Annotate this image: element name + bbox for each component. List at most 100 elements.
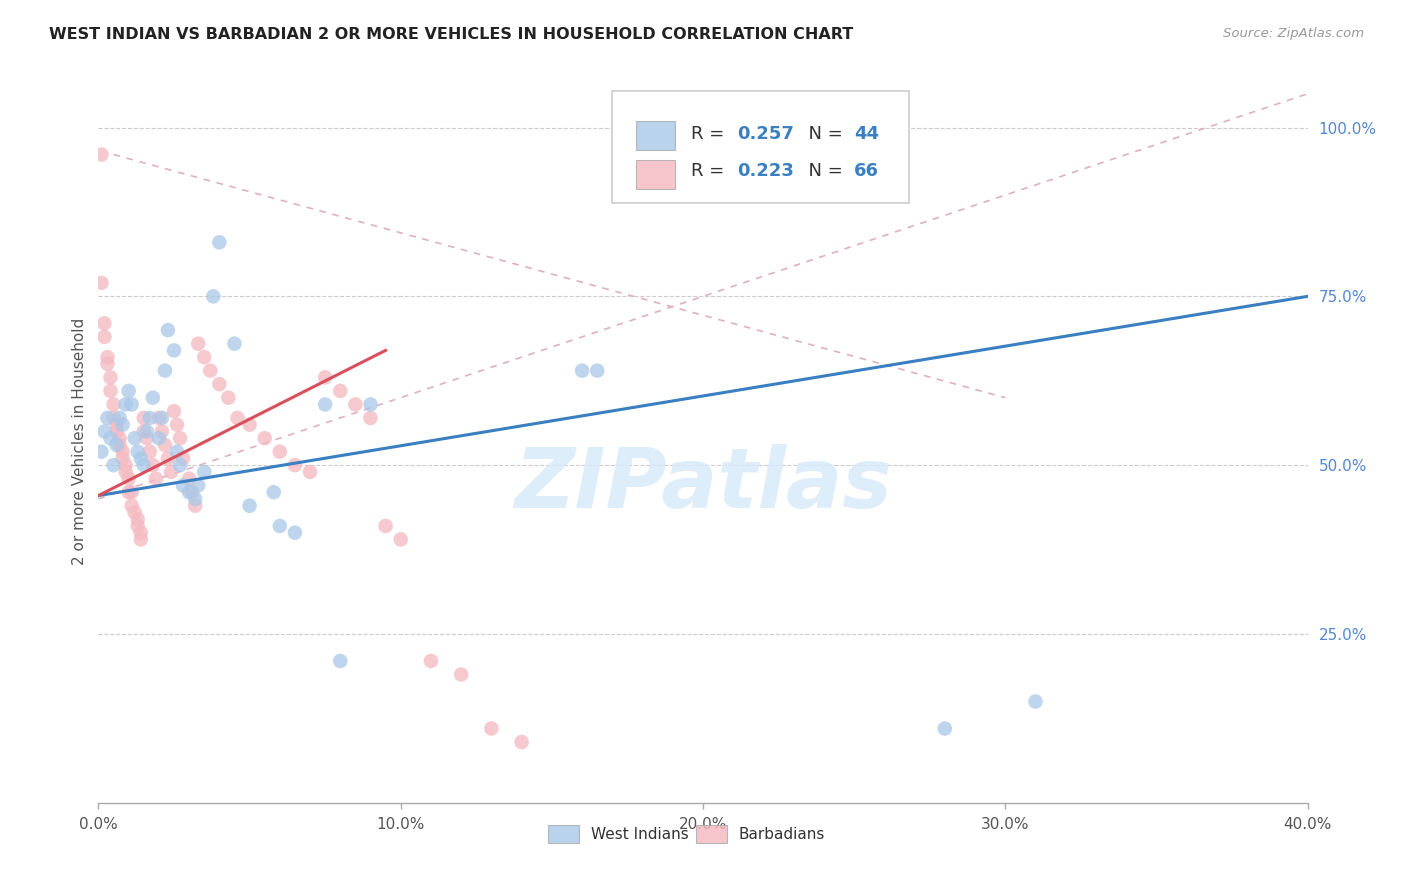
Bar [637, 121, 675, 151]
Text: 0.257: 0.257 [737, 126, 794, 144]
Point [239, 417, 262, 432]
Point [156, 451, 179, 466]
Point [100, 384, 122, 398]
Point [163, 343, 186, 358]
Point [571, 364, 593, 378]
Point [226, 411, 249, 425]
Point [163, 404, 186, 418]
Point [148, 411, 170, 425]
Point [127, 519, 149, 533]
Point [139, 411, 162, 425]
Text: R =: R = [690, 161, 730, 179]
Point [139, 444, 162, 458]
Point [148, 431, 170, 445]
Point [187, 336, 209, 351]
Point [90, 444, 112, 458]
Point [129, 525, 152, 540]
Point [284, 525, 307, 540]
Point [253, 431, 276, 445]
Point [96, 350, 118, 364]
Point [108, 438, 131, 452]
Text: N =: N = [797, 161, 849, 179]
Y-axis label: 2 or more Vehicles in Household: 2 or more Vehicles in Household [72, 318, 87, 566]
Point [132, 425, 155, 439]
Point [105, 425, 128, 439]
Point [179, 472, 201, 486]
Point [208, 377, 231, 392]
Point [374, 519, 396, 533]
Point [100, 431, 122, 445]
Point [200, 364, 222, 378]
Point [166, 417, 188, 432]
Point [114, 465, 136, 479]
Point [193, 465, 215, 479]
Point [103, 458, 125, 472]
Text: R =: R = [690, 126, 730, 144]
Point [129, 533, 152, 547]
Point [103, 397, 125, 411]
Point [314, 370, 336, 384]
Point [118, 485, 141, 500]
Point [389, 533, 412, 547]
Point [172, 451, 194, 466]
Text: ZIPatlas: ZIPatlas [515, 444, 891, 525]
Point [142, 458, 165, 472]
Point [132, 458, 155, 472]
Point [90, 276, 112, 290]
Point [135, 431, 157, 445]
Point [269, 444, 291, 458]
Point [156, 323, 179, 337]
Point [93, 330, 115, 344]
Point [934, 722, 956, 736]
Point [284, 458, 307, 472]
Point [105, 417, 128, 432]
Point [360, 411, 382, 425]
Point [153, 438, 176, 452]
Point [132, 411, 155, 425]
Point [105, 438, 128, 452]
Point [121, 485, 143, 500]
Text: 44: 44 [855, 126, 879, 144]
Point [1024, 694, 1046, 708]
Point [127, 512, 149, 526]
Point [160, 465, 183, 479]
Point [269, 519, 291, 533]
Point [184, 499, 207, 513]
Point [224, 336, 246, 351]
Point [93, 425, 115, 439]
Point [93, 317, 115, 331]
Point [181, 485, 204, 500]
Point [108, 431, 131, 445]
Point [217, 391, 239, 405]
Point [121, 499, 143, 513]
Point [329, 654, 352, 668]
Point [111, 444, 134, 458]
Point [153, 364, 176, 378]
Point [114, 458, 136, 472]
Point [124, 505, 146, 519]
Point [129, 451, 152, 466]
Point [481, 722, 503, 736]
Point [169, 458, 191, 472]
Point [586, 364, 609, 378]
Point [179, 485, 201, 500]
Point [118, 384, 141, 398]
Point [108, 411, 131, 425]
Text: Barbadians: Barbadians [738, 827, 824, 841]
Point [510, 735, 533, 749]
Point [166, 444, 188, 458]
Point [111, 451, 134, 466]
Point [184, 491, 207, 506]
Point [111, 417, 134, 432]
Point [114, 397, 136, 411]
Point [150, 425, 173, 439]
Point [169, 431, 191, 445]
Point [360, 397, 382, 411]
Point [450, 667, 472, 681]
Point [344, 397, 367, 411]
Point [208, 235, 231, 250]
Point [202, 289, 225, 303]
Point [103, 411, 125, 425]
Text: Source: ZipAtlas.com: Source: ZipAtlas.com [1223, 27, 1364, 40]
Point [193, 350, 215, 364]
